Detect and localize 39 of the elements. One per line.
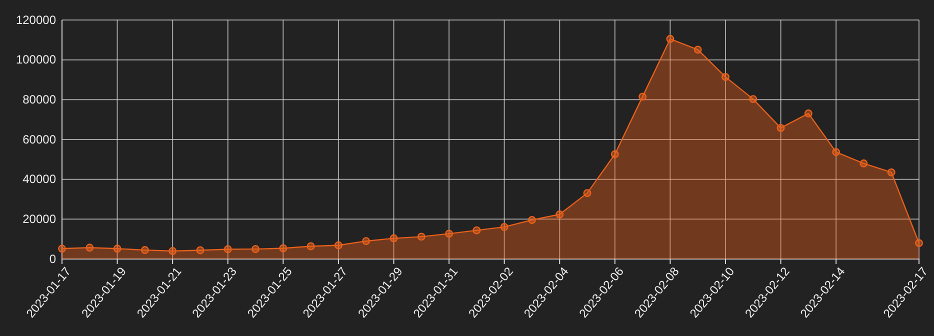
point bbox=[915, 239, 923, 248]
point bbox=[887, 168, 896, 176]
point bbox=[168, 247, 177, 256]
point bbox=[666, 34, 674, 43]
point bbox=[417, 232, 426, 241]
point bbox=[694, 46, 702, 54]
y-tick-label: 0 bbox=[49, 252, 56, 266]
y-tick-label: 80000 bbox=[22, 92, 56, 107]
point bbox=[500, 222, 508, 231]
point bbox=[334, 241, 342, 250]
point bbox=[556, 210, 564, 218]
point bbox=[860, 159, 868, 168]
point bbox=[776, 124, 785, 132]
point bbox=[638, 92, 647, 101]
y-tick-label: 120000 bbox=[16, 12, 56, 27]
point bbox=[390, 234, 398, 242]
point bbox=[583, 189, 592, 198]
point bbox=[362, 237, 370, 246]
point bbox=[113, 244, 122, 253]
point bbox=[722, 72, 730, 81]
point bbox=[252, 245, 260, 254]
point bbox=[224, 245, 232, 254]
point bbox=[306, 242, 315, 250]
point bbox=[749, 95, 758, 104]
y-tick-label: 20000 bbox=[22, 212, 56, 226]
point bbox=[86, 244, 94, 252]
point bbox=[279, 244, 288, 252]
y-tick-label: 100000 bbox=[16, 52, 56, 67]
point bbox=[472, 226, 481, 234]
y-tick-label: 40000 bbox=[22, 172, 56, 186]
point bbox=[445, 230, 454, 238]
point bbox=[196, 246, 204, 254]
point bbox=[804, 109, 812, 118]
point bbox=[58, 244, 66, 253]
point bbox=[140, 246, 149, 254]
point bbox=[610, 150, 619, 158]
point bbox=[832, 148, 840, 156]
y-tick-label: 60000 bbox=[22, 132, 56, 146]
point bbox=[528, 216, 536, 224]
